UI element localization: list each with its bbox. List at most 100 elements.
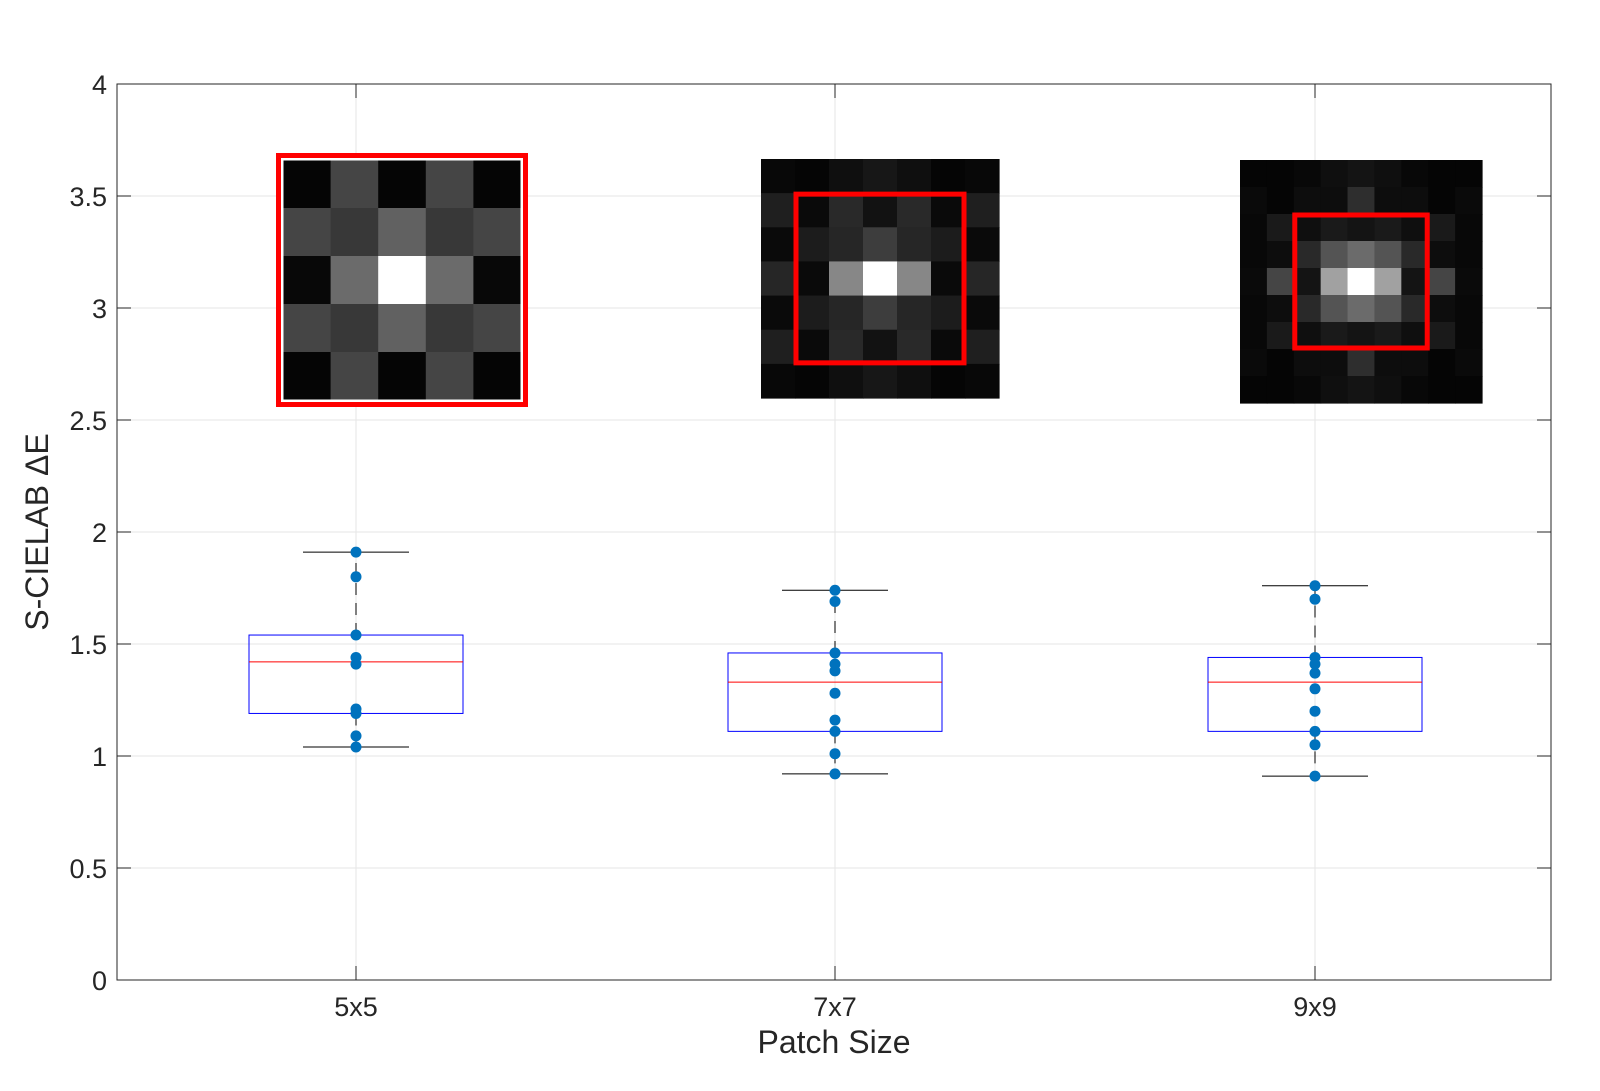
- patch-cell: [1240, 268, 1268, 296]
- patch-cell: [1293, 241, 1322, 269]
- patch-cell: [1320, 214, 1349, 242]
- patch-cell: [965, 295, 1000, 331]
- patch-cell: [1401, 349, 1429, 377]
- patch-cell: [897, 329, 932, 365]
- patch-cell: [931, 295, 966, 331]
- patch-cell: [425, 208, 474, 257]
- patch-cell: [1455, 160, 1483, 188]
- patch-cell: [897, 261, 932, 297]
- patch-cell: [1455, 268, 1483, 296]
- patch-cell: [931, 227, 966, 263]
- patch-cell: [330, 160, 379, 209]
- patch-cell: [1240, 241, 1268, 269]
- patch-cell: [425, 256, 474, 305]
- patch-cell: [931, 193, 966, 228]
- patch-cell: [863, 193, 898, 228]
- patch-highlight-box: [1292, 212, 1430, 351]
- patch-cell: [931, 329, 966, 365]
- patch-cell: [1266, 214, 1295, 242]
- patch-cell: [1240, 295, 1268, 323]
- patch-cell: [1266, 187, 1295, 215]
- patch-cell: [1347, 160, 1376, 188]
- y-tick-label: 4: [92, 70, 107, 100]
- y-tick-label: 3: [92, 294, 107, 324]
- patch-cell: [931, 159, 966, 194]
- patch-cell: [283, 160, 332, 209]
- patch-cell: [829, 363, 864, 399]
- patch-cell: [1374, 160, 1402, 188]
- data-point: [350, 658, 362, 670]
- patch-cell: [1401, 268, 1429, 296]
- patch-cell: [1266, 376, 1295, 404]
- patch-cell: [1374, 376, 1402, 404]
- patch-cell: [1320, 241, 1349, 269]
- patch-cell: [378, 256, 427, 305]
- patch-cell: [473, 160, 522, 209]
- patch-cell: [795, 159, 830, 194]
- patch-cell: [1240, 376, 1268, 404]
- y-tick-label: 1: [92, 742, 107, 772]
- patch-cell: [1266, 295, 1295, 323]
- patch-cell: [473, 208, 522, 257]
- patch-cell: [1320, 376, 1349, 404]
- patch-cell: [1240, 187, 1268, 215]
- patch-cell: [761, 159, 796, 194]
- patch-cell: [1266, 160, 1295, 188]
- patch-cell: [897, 159, 932, 194]
- y-tick-label: 0.5: [69, 854, 107, 884]
- y-tick-label: 2: [92, 518, 107, 548]
- y-tick-label: 3.5: [69, 182, 107, 212]
- patch-cell: [1455, 187, 1483, 215]
- patch-cell: [1455, 376, 1483, 404]
- patch-cell: [1320, 268, 1349, 296]
- patch-cell: [1320, 187, 1349, 215]
- patch-cell: [1401, 160, 1429, 188]
- patch-cell: [1347, 187, 1376, 215]
- y-tick-label: 0: [92, 966, 107, 996]
- patch-cell: [425, 352, 474, 401]
- y-axis-label: S-CIELAB ΔE: [19, 433, 55, 630]
- box-plots: [248, 546, 1423, 782]
- patch-cell: [283, 352, 332, 401]
- patch-cell: [965, 159, 1000, 194]
- patch-cell: [1293, 187, 1322, 215]
- patch-cell: [425, 304, 474, 353]
- patch-cell: [473, 352, 522, 401]
- patch-cell: [1293, 349, 1322, 377]
- data-point: [1309, 580, 1321, 592]
- patch-highlight-box: [276, 153, 528, 407]
- patch-cell: [1428, 214, 1456, 242]
- patch-cell: [1401, 214, 1429, 242]
- patch-cell: [1455, 214, 1483, 242]
- patch-cell: [761, 227, 796, 263]
- patch-cell: [1266, 268, 1295, 296]
- patch-cell: [1401, 187, 1429, 215]
- data-point: [350, 741, 362, 753]
- patch-cell: [1266, 349, 1295, 377]
- patch-cell: [1347, 349, 1376, 377]
- data-point: [1309, 683, 1321, 695]
- patch-cell: [425, 160, 474, 209]
- patch-cell: [897, 295, 932, 331]
- patch-cell: [1374, 214, 1402, 242]
- patch-cell: [761, 261, 796, 297]
- patch-images: [276, 153, 1483, 407]
- patch-cell: [1374, 187, 1402, 215]
- patch-cell: [1455, 349, 1483, 377]
- patch-cell: [1374, 241, 1402, 269]
- patch-cell: [330, 304, 379, 353]
- patch-cell: [1240, 214, 1268, 242]
- data-point: [1309, 667, 1321, 679]
- patch-cell: [863, 159, 898, 194]
- patch-cell: [473, 304, 522, 353]
- patch-cell: [795, 329, 830, 365]
- patch-cell: [1240, 322, 1268, 350]
- patch-cell: [1293, 214, 1322, 242]
- data-point: [1309, 658, 1321, 670]
- patch-cell: [1347, 295, 1376, 323]
- patch-cell: [761, 193, 796, 228]
- patch-cell: [1266, 241, 1295, 269]
- patch-cell: [1455, 322, 1483, 350]
- patch-cell: [897, 227, 932, 263]
